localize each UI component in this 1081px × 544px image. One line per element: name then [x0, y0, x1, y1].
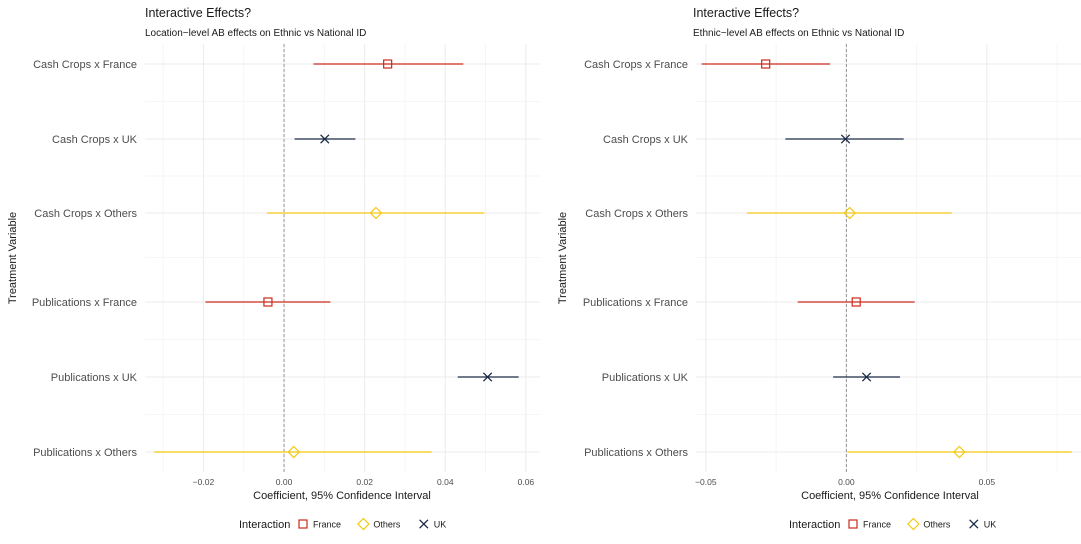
- y-tick-label: Cash Crops x France: [33, 59, 137, 71]
- x-axis-label: Coefficient, 95% Confidence Interval: [801, 490, 979, 502]
- series-uk: [294, 134, 519, 382]
- legend-key: [357, 517, 370, 531]
- legend-label: Others: [373, 520, 401, 530]
- point-estimate-marker: [482, 372, 493, 382]
- legend-label: Others: [923, 520, 951, 530]
- chart-subtitle: Location−level AB effects on Ethnic vs N…: [145, 28, 366, 39]
- x-tick-label: 0.02: [356, 477, 373, 487]
- y-tick-label: Cash Crops x Others: [585, 208, 688, 220]
- legend-label: France: [863, 520, 891, 530]
- chart-panel-1: Interactive Effects? Location−level AB ef…: [7, 6, 540, 531]
- y-tick-label: Publications x Others: [584, 447, 688, 459]
- legend-key: [848, 519, 858, 529]
- x-tick-label: 0.00: [276, 477, 293, 487]
- gridlines: [696, 44, 1081, 472]
- series-others: [154, 206, 485, 459]
- legend-label: France: [313, 520, 341, 530]
- legend-label: UK: [984, 520, 997, 530]
- legend-item-others: Others: [907, 517, 951, 531]
- y-tick-label: Cash Crops x Others: [34, 208, 137, 220]
- point-estimate-marker: [843, 206, 857, 220]
- point-estimate-marker: [952, 445, 966, 459]
- point-estimate-marker: [320, 134, 330, 144]
- gridlines: [145, 44, 540, 472]
- point-estimate-marker: [761, 59, 771, 69]
- y-tick-label: Cash Crops x UK: [603, 134, 689, 146]
- point-estimate-marker: [383, 59, 393, 69]
- legend-item-uk: UK: [969, 519, 997, 530]
- legend-key: [298, 519, 308, 529]
- point-estimate-marker: [263, 297, 273, 307]
- x-axis-label: Coefficient, 95% Confidence Interval: [253, 490, 431, 502]
- x-tick-label: 0.00: [838, 477, 855, 487]
- legend-title: Interaction: [239, 519, 290, 531]
- x-tick-label: 0.05: [979, 477, 996, 487]
- legend-item-france: France: [298, 519, 341, 530]
- legend-item-uk: UK: [419, 519, 447, 530]
- chart-panel-2: Interactive Effects? Ethnic−level AB effe…: [557, 6, 1081, 531]
- series-others: [747, 206, 1072, 459]
- y-tick-label: Publications x France: [583, 297, 688, 309]
- y-axis-label: Treatment Variable: [7, 212, 19, 304]
- series-france: [701, 59, 915, 307]
- legend-key: [969, 519, 979, 529]
- series-uk: [785, 134, 904, 382]
- x-tick-label: 0.06: [518, 477, 535, 487]
- point-estimate-marker: [369, 206, 383, 220]
- legend-item-france: France: [848, 519, 891, 530]
- legend-key: [419, 519, 429, 529]
- point-estimate-marker: [861, 372, 872, 382]
- x-tick-label: −0.02: [193, 477, 215, 487]
- point-estimate-marker: [840, 134, 851, 144]
- y-tick-label: Publications x France: [32, 297, 137, 309]
- chart-subtitle: Ethnic−level AB effects on Ethnic vs Nat…: [693, 28, 904, 39]
- y-axis-label: Treatment Variable: [557, 212, 569, 304]
- legend-label: UK: [434, 520, 447, 530]
- series-france: [205, 59, 464, 307]
- legend-key: [907, 517, 920, 531]
- point-estimate-marker: [851, 297, 861, 307]
- chart-title: Interactive Effects?: [693, 6, 799, 20]
- legend-item-others: Others: [357, 517, 401, 531]
- legend: Interaction France Others UK: [789, 517, 997, 531]
- y-tick-label: Cash Crops x France: [584, 59, 688, 71]
- x-tick-label: 0.04: [437, 477, 454, 487]
- y-tick-label: Publications x UK: [51, 372, 138, 384]
- x-tick-label: −0.05: [695, 477, 717, 487]
- y-tick-label: Cash Crops x UK: [52, 134, 138, 146]
- chart-title: Interactive Effects?: [145, 6, 251, 20]
- legend: Interaction France Others UK: [239, 517, 447, 531]
- legend-title: Interaction: [789, 519, 840, 531]
- point-estimate-marker: [287, 445, 301, 459]
- y-tick-label: Publications x Others: [33, 447, 137, 459]
- y-tick-label: Publications x UK: [602, 372, 689, 384]
